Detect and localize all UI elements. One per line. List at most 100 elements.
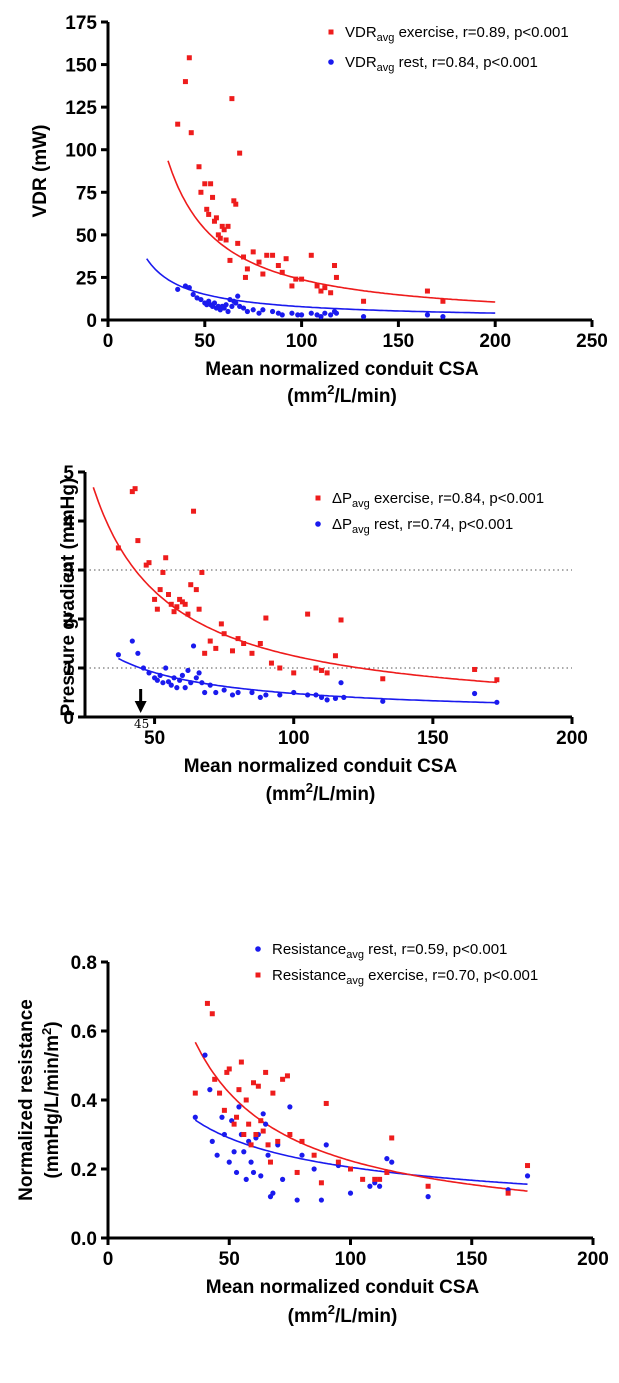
ticks: 0 50 100 150 200 0.0 0.2 0.4 0.6 0.8 [71, 953, 609, 1270]
point-rest [311, 1166, 317, 1172]
point-exercise [193, 587, 199, 593]
point-exercise [215, 232, 221, 238]
point-rest [328, 312, 334, 318]
point-exercise [243, 1097, 249, 1103]
y-tick-label: 175 [65, 13, 97, 34]
resistance-chart: 0 50 100 150 200 0.0 0.2 0.4 0.6 0.8 Resistanceav… [16, 941, 609, 1327]
point-rest [314, 312, 320, 318]
y-tick-label: 0.8 [71, 953, 97, 974]
point-rest [332, 695, 339, 701]
point-exercise [249, 650, 255, 656]
legend-marker-rest [328, 59, 334, 65]
point-rest [214, 1152, 220, 1158]
point-exercise [294, 1169, 300, 1175]
point-exercise [231, 198, 237, 204]
point-rest [347, 1190, 354, 1196]
point-rest [260, 1111, 266, 1117]
point-exercise [293, 276, 299, 282]
point-exercise [225, 223, 231, 229]
y-tick-label: 125 [65, 98, 97, 119]
legend-label-exercise: VDRavg exercise, r=0.89, p<0.001 [345, 24, 569, 44]
point-exercise [210, 194, 216, 200]
point-exercise [182, 601, 188, 607]
point-rest [207, 682, 213, 688]
legend-label-exercise: ΔPavg exercise, r=0.84, p<0.001 [332, 490, 544, 510]
vdr-chart: 0 50 100 150 200 250 0 25 50 75 100 125 150 175 VDRav… [30, 13, 608, 407]
point-exercise [284, 1073, 290, 1079]
point-rest [256, 310, 262, 316]
point-exercise [168, 601, 174, 607]
point-exercise [177, 596, 183, 602]
point-rest [229, 692, 236, 698]
x-axis-units: (mm2/L/min) [287, 382, 397, 407]
point-exercise [199, 569, 205, 575]
point-rest [171, 675, 177, 681]
point-exercise [129, 489, 135, 495]
y-axis-label: VDR (mW) [30, 125, 51, 218]
y-tick-label: 25 [76, 268, 98, 289]
point-exercise [246, 1121, 252, 1127]
point-rest [237, 303, 243, 309]
point-exercise [275, 263, 281, 269]
point-exercise [221, 227, 227, 233]
point-exercise [279, 269, 285, 275]
point-exercise [146, 560, 152, 566]
point-rest [236, 1104, 242, 1110]
point-rest [244, 308, 250, 315]
x-axis-units: (mm2/L/min) [266, 780, 376, 805]
point-exercise [237, 150, 243, 156]
point-exercise [196, 606, 202, 612]
point-exercise [505, 1190, 511, 1196]
legend-marker-rest [255, 946, 261, 952]
axes [106, 962, 593, 1240]
point-exercise [289, 283, 295, 289]
y-tick-label: 0.0 [71, 1229, 97, 1250]
point-rest [226, 1159, 232, 1165]
point-rest [177, 677, 183, 683]
point-rest [174, 685, 180, 691]
legend-label-rest: Resistanceavg rest, r=0.59, p<0.001 [272, 941, 507, 961]
y-axis-label: Pressure gradient (mmHg) [58, 478, 79, 717]
point-exercise [226, 1066, 232, 1072]
point-exercise [361, 298, 367, 304]
point-rest [265, 1152, 271, 1158]
point-exercise [217, 1090, 223, 1096]
x-tick-label: 50 [219, 1249, 240, 1270]
point-rest [175, 286, 181, 292]
point-exercise [260, 271, 266, 277]
point-rest [308, 310, 314, 316]
point-rest [424, 312, 431, 318]
y-tick-label: 150 [65, 56, 97, 77]
y-tick-label: 0.2 [71, 1160, 97, 1181]
data-points [115, 486, 500, 705]
point-rest [179, 672, 185, 678]
point-exercise [263, 615, 269, 621]
point-exercise [204, 206, 210, 212]
point-rest [440, 313, 446, 320]
point-rest [494, 699, 500, 705]
x-tick-label: 150 [456, 1249, 488, 1270]
legend: Resistanceavg rest, r=0.59, p<0.001 Resi… [255, 941, 538, 987]
point-exercise [360, 1176, 366, 1182]
point-exercise [270, 252, 276, 258]
x-tick-label: 100 [335, 1249, 367, 1270]
point-exercise [192, 1090, 198, 1096]
fit-curve-rest [146, 258, 496, 314]
point-exercise [154, 606, 160, 612]
point-rest [190, 291, 196, 298]
point-exercise [267, 1159, 273, 1165]
legend-label-rest: VDRavg rest, r=0.84, p<0.001 [345, 54, 538, 74]
point-exercise [248, 1142, 254, 1148]
point-rest [305, 692, 311, 698]
point-rest [190, 643, 197, 649]
point-exercise [160, 569, 166, 575]
point-exercise [219, 223, 225, 229]
point-rest [318, 313, 324, 320]
point-rest [249, 689, 255, 696]
point-exercise [494, 677, 500, 683]
point-rest [231, 1149, 237, 1155]
point-rest [250, 1169, 257, 1176]
y-axis-units: (mmHg/L/min/m2) [39, 1021, 63, 1178]
point-rest [243, 1176, 249, 1182]
point-rest [367, 1183, 373, 1189]
